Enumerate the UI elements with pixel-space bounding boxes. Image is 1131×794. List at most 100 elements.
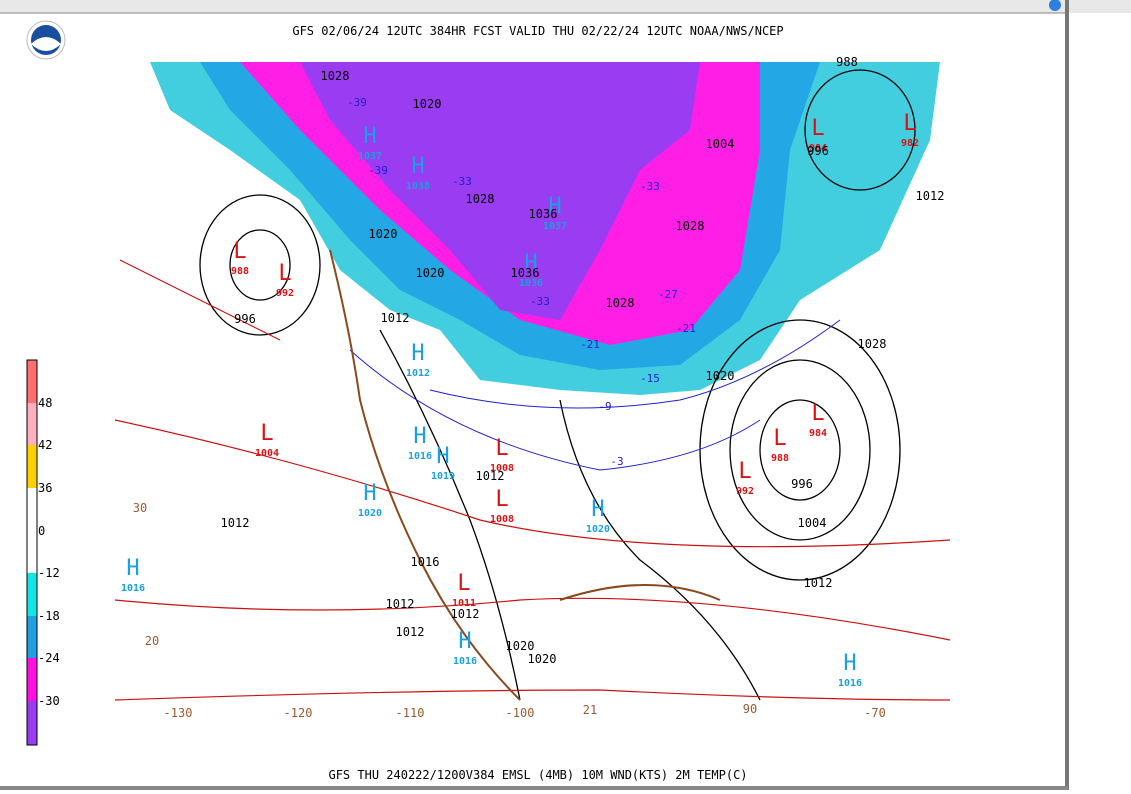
pressure-center-value: 1020 bbox=[358, 508, 382, 519]
isobar-label: 1016 bbox=[411, 555, 440, 569]
pressure-center-letter: H bbox=[413, 424, 426, 449]
temp-label: -3 bbox=[610, 455, 623, 468]
colorbar-label: -30 bbox=[38, 694, 60, 708]
footer: GFS THU 240222/1200V384 EMSL (4MB) 10M W… bbox=[328, 768, 747, 782]
pressure-center-letter: H bbox=[591, 497, 604, 522]
isobar-label: 996 bbox=[807, 144, 829, 158]
edge-label: 90 bbox=[743, 702, 757, 716]
map bbox=[114, 60, 951, 725]
pressure-center-value: 992 bbox=[276, 288, 294, 299]
isobar-label: 1012 bbox=[916, 189, 945, 203]
pressure-center-value: 1016 bbox=[408, 451, 432, 462]
pressure-center-letter: L bbox=[811, 401, 824, 426]
pressure-center-letter: H bbox=[548, 194, 561, 219]
pressure-center-letter: L bbox=[278, 261, 291, 286]
edge-label: 20 bbox=[145, 634, 159, 648]
temp-label: -33 bbox=[530, 295, 550, 308]
scroll-thumb[interactable] bbox=[1049, 0, 1061, 11]
pressure-center-value: 988 bbox=[771, 453, 789, 464]
temp-label: -33 bbox=[640, 180, 660, 193]
pressure-center-letter: L bbox=[773, 426, 786, 451]
pressure-center-value: 1008 bbox=[490, 463, 514, 474]
temp-label: -27 bbox=[658, 288, 678, 301]
isobar-label: 1020 bbox=[369, 227, 398, 241]
colorbar-label: -24 bbox=[38, 651, 60, 665]
pressure-center-letter: H bbox=[524, 251, 537, 276]
temp-label: -33 bbox=[452, 175, 472, 188]
isobar-label: 1020 bbox=[706, 369, 735, 383]
noaa-logo bbox=[26, 20, 66, 60]
isobar-label: 1028 bbox=[466, 192, 495, 206]
pressure-center-letter: L bbox=[903, 111, 916, 136]
isobar-label: 1004 bbox=[706, 137, 735, 151]
pressure-center-letter: H bbox=[126, 556, 139, 581]
pressure-center-value: 1038 bbox=[406, 181, 430, 192]
pressure-center-letter: L bbox=[495, 487, 508, 512]
pressure-center-value: 1016 bbox=[453, 656, 477, 667]
pressure-center-letter: H bbox=[458, 629, 471, 654]
pressure-center-value: 988 bbox=[231, 266, 249, 277]
title: GFS 02/06/24 12UTC 384HR FCST VALID THU … bbox=[292, 24, 783, 38]
edge-label: -110 bbox=[396, 706, 425, 720]
pressure-center-value: 1037 bbox=[358, 151, 382, 162]
pressure-center-letter: L bbox=[495, 436, 508, 461]
pressure-center-value: 1004 bbox=[255, 448, 279, 459]
isobar-label: 1020 bbox=[528, 652, 557, 666]
pressure-center-letter: H bbox=[843, 651, 856, 676]
pressure-center-value: 1016 bbox=[838, 678, 862, 689]
pressure-center-letter: L bbox=[260, 421, 273, 446]
frame-bottom bbox=[0, 786, 1068, 790]
pressure-center-value: 1011 bbox=[452, 598, 476, 609]
pressure-center-letter: L bbox=[811, 116, 824, 141]
colorbar-label: 42 bbox=[38, 438, 52, 452]
isobar-label: 1028 bbox=[676, 219, 705, 233]
isobar-label: 1012 bbox=[381, 311, 410, 325]
colorbar-label: 48 bbox=[38, 396, 52, 410]
temp-label: -15 bbox=[640, 372, 660, 385]
temp-label: -21 bbox=[676, 322, 696, 335]
isobar-label: 1012 bbox=[396, 625, 425, 639]
temp-label: -39 bbox=[347, 96, 367, 109]
pressure-center-letter: H bbox=[436, 444, 449, 469]
colorbar-label: -18 bbox=[38, 609, 60, 623]
pressure-center-letter: L bbox=[738, 459, 751, 484]
isobar-label: 1012 bbox=[451, 607, 480, 621]
temp-label: -39 bbox=[368, 164, 388, 177]
pressure-center-letter: H bbox=[411, 341, 424, 366]
edge-label: 21 bbox=[583, 703, 597, 717]
pressure-center-value: 992 bbox=[736, 486, 754, 497]
pressure-center-value: 1019 bbox=[431, 471, 455, 482]
pressure-center-letter: H bbox=[363, 124, 376, 149]
pressure-center-value: 1008 bbox=[490, 514, 514, 525]
isobar-label: 996 bbox=[234, 312, 256, 326]
isobar-label: 1028 bbox=[858, 337, 887, 351]
isobar-label: 988 bbox=[836, 55, 858, 69]
isobar-label: 1028 bbox=[606, 296, 635, 310]
pressure-center-value: 1012 bbox=[406, 368, 430, 379]
pressure-center-value: 1037 bbox=[543, 221, 567, 232]
isobar-label: 1020 bbox=[413, 97, 442, 111]
pressure-center-value: 982 bbox=[901, 138, 919, 149]
edge-label: -130 bbox=[164, 706, 193, 720]
scrollbar-top[interactable] bbox=[0, 0, 1131, 13]
temp-label: -21 bbox=[580, 338, 600, 351]
colorbar-label: 0 bbox=[38, 524, 45, 538]
colorbar-label: 36 bbox=[38, 481, 52, 495]
isobar-label: 1028 bbox=[321, 69, 350, 83]
colorbar bbox=[26, 359, 38, 746]
isobar-label: 1020 bbox=[506, 639, 535, 653]
isobar-label: 996 bbox=[791, 477, 813, 491]
pressure-center-value: 984 bbox=[809, 428, 827, 439]
edge-label: -100 bbox=[506, 706, 535, 720]
edge-label: -70 bbox=[864, 706, 886, 720]
frame-right bbox=[1065, 0, 1069, 790]
pressure-center-value: 1036 bbox=[519, 278, 543, 289]
pressure-center-letter: L bbox=[457, 571, 470, 596]
temp-label: -9 bbox=[598, 400, 611, 413]
isobar-label: 1012 bbox=[386, 597, 415, 611]
isobar-label: 1012 bbox=[804, 576, 833, 590]
isobar-label: 1004 bbox=[798, 516, 827, 530]
isobar-label: 1012 bbox=[476, 469, 505, 483]
